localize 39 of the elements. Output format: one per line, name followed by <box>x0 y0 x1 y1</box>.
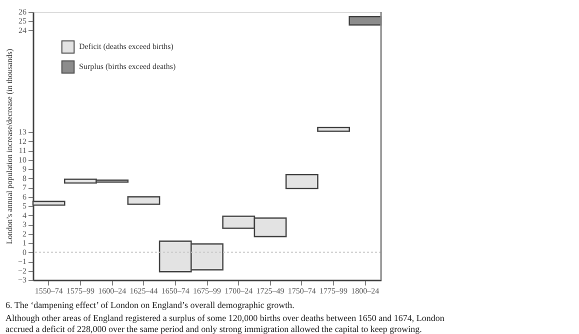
y-tick-label: 2 <box>22 229 26 238</box>
x-tick-label: 1675–99 <box>193 286 221 296</box>
x-tick-label: 1725–49 <box>256 286 284 296</box>
y-tick-label: 25 <box>18 16 26 26</box>
x-tick-label: 1625–44 <box>130 286 158 296</box>
bar <box>127 196 160 205</box>
y-tick-label: 6 <box>22 192 26 202</box>
text: Although other areas of England registered a surplus of some 120,000 births over deaths between 1650 and 1674, London accrued a deficit of 228,000 over the same period and only strong immigration allowed the capital to keep growing. <box>5 313 445 334</box>
y-tick-label: 24 <box>18 26 26 35</box>
y-tick-label: 4 <box>22 210 26 220</box>
bar <box>317 126 350 132</box>
x-tick-label: 1600–24 <box>98 286 126 296</box>
y-tick-label: 9 <box>22 164 26 174</box>
y-tick-label: 10 <box>18 155 26 164</box>
x-tick-label: 1550–74 <box>34 286 63 296</box>
x-tick-label: 1650–74 <box>161 286 190 296</box>
y-tick-label: 1 <box>22 238 26 248</box>
legend-label: Surplus (births exceed deaths) <box>79 62 176 71</box>
y-axis-title: London’s annual population increase/decrease (in thousands) <box>4 48 14 244</box>
x-tick-label: 1775–99 <box>320 286 348 296</box>
y-tick-label: 8 <box>22 174 26 183</box>
y-tick-label: 11 <box>18 146 26 156</box>
legend-label: Deficit (deaths exceed births) <box>79 42 174 51</box>
y-tick-label: −2 <box>18 266 26 276</box>
x-tick-label: 1700–24 <box>224 286 253 296</box>
y-tick-label: 13 <box>18 128 26 137</box>
y-tick-label: 26 <box>18 8 26 16</box>
y-tick-label: 12 <box>18 136 26 146</box>
text: 6. The ‘dampening effect’ of London on England’s overall demographic growth. <box>5 300 294 310</box>
y-tick-label: −3 <box>18 276 26 284</box>
y-tick-label: 0 <box>22 248 26 257</box>
y-tick-label: 3 <box>22 220 26 230</box>
x-tick-label: 1800–24 <box>351 286 380 296</box>
y-tick-label: 7 <box>22 183 26 192</box>
bar <box>285 174 318 190</box>
y-tick-label: 5 <box>22 202 26 211</box>
x-tick-label: 1575–99 <box>66 286 94 296</box>
y-tick-label: −1 <box>18 257 26 266</box>
x-tick-label: 1750–74 <box>288 286 316 296</box>
